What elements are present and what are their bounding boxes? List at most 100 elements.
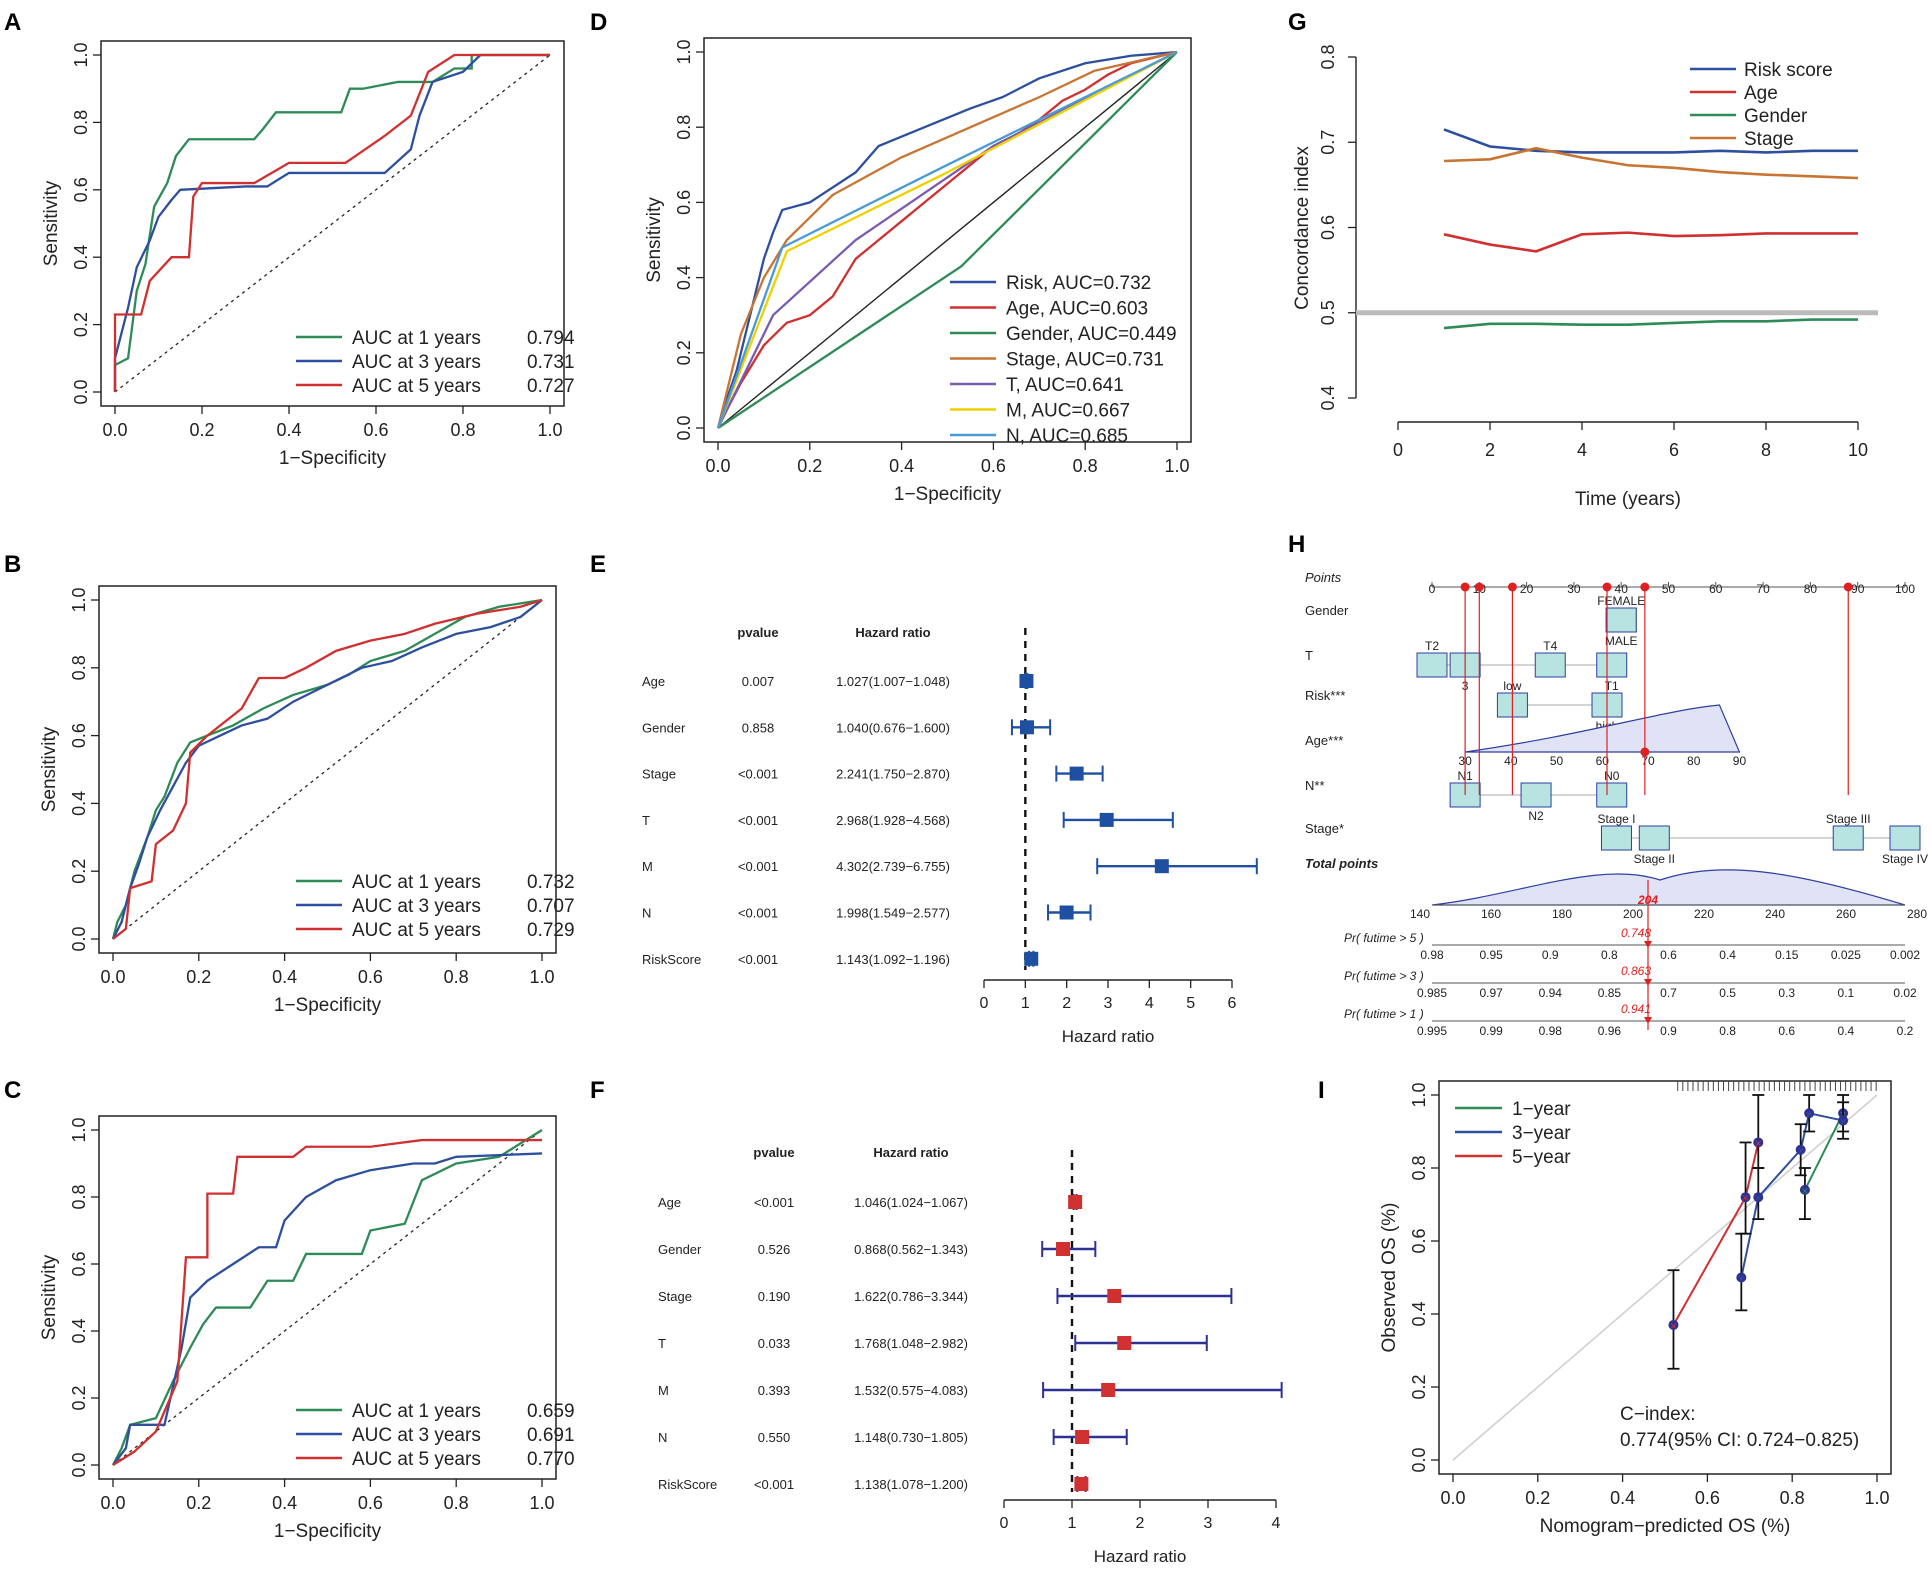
x-axis-title: Hazard ratio bbox=[1062, 1027, 1155, 1046]
level-label: Stage II bbox=[1634, 852, 1675, 866]
total-tick-label: 240 bbox=[1765, 907, 1785, 921]
y-axis-title: Observed OS (%) bbox=[1379, 1203, 1400, 1353]
plot-frame bbox=[98, 1115, 557, 1480]
probability-tick-label: 0.3 bbox=[1778, 986, 1795, 1000]
c-index-value: 0.774(95% CI: 0.724−0.825) bbox=[1620, 1430, 1859, 1451]
projection-point bbox=[1474, 582, 1484, 592]
points-tick-label: 100 bbox=[1895, 582, 1915, 596]
row-hazard-ratio-text: 4.302(2.739−6.755) bbox=[836, 859, 950, 874]
hazard-ratio-point bbox=[1099, 812, 1114, 827]
legend-label: AUC at 1 years bbox=[352, 328, 481, 349]
svg-text:D: D bbox=[590, 9, 607, 36]
hazard-ratio-point bbox=[1056, 1242, 1071, 1256]
x-axis-title: 1−Specificity bbox=[279, 448, 387, 469]
variable-label: Age*** bbox=[1305, 733, 1343, 748]
calibration-point bbox=[1740, 1192, 1751, 1203]
roc-panel-d: 0.0 0.2 0.4 0.6 0.8 1.0 0.0 0.2 0.4 0.6 0.8 1.0 1−Sp… bbox=[644, 37, 1192, 505]
calibration-curve bbox=[1804, 1112, 1844, 1191]
level-box bbox=[1638, 825, 1670, 851]
header-hazard-ratio: Hazard ratio bbox=[855, 625, 930, 640]
legend-label: AUC at 3 years bbox=[352, 352, 481, 373]
calibration-point bbox=[1668, 1319, 1679, 1330]
row-hazard-ratio-text: 1.998(1.549−2.577) bbox=[836, 906, 950, 921]
x-tick-label: 0.8 bbox=[444, 967, 469, 987]
row-hazard-ratio-text: 1.768(1.048−2.982) bbox=[854, 1336, 968, 1351]
legend-auc-value: 0.770 bbox=[527, 1449, 575, 1470]
header-pvalue: pvalue bbox=[753, 1145, 794, 1160]
panel-label-f: F bbox=[590, 1077, 605, 1104]
calibration-marker-x: × bbox=[1806, 1107, 1813, 1121]
age-scale-label: 40 bbox=[1504, 754, 1518, 768]
y-tick-label: 1.0 bbox=[69, 1117, 89, 1142]
points-tick-label: 20 bbox=[1520, 582, 1534, 596]
y-tick-label: 0.4 bbox=[71, 245, 91, 270]
hazard-ratio-point bbox=[1059, 905, 1074, 920]
svg-text:G: G bbox=[1288, 9, 1307, 36]
probability-tick-label: 0.02 bbox=[1893, 986, 1917, 1000]
y-tick-label: 0.0 bbox=[71, 379, 91, 404]
hazard-ratio-point bbox=[1107, 1289, 1122, 1303]
y-axis-title: Sensitivity bbox=[39, 726, 60, 812]
row-variable-name: T bbox=[642, 813, 650, 828]
x-tick-label: 0.6 bbox=[981, 456, 1006, 476]
row-pvalue: 0.007 bbox=[742, 674, 775, 689]
row-pvalue: <0.001 bbox=[738, 813, 778, 828]
probability-value: 0.941 bbox=[1621, 1002, 1651, 1016]
variable-label: T bbox=[1305, 648, 1313, 663]
roc-curve bbox=[716, 50, 1178, 429]
y-tick-label: 0.2 bbox=[1409, 1374, 1429, 1399]
probability-tick-label: 0.025 bbox=[1831, 948, 1861, 962]
row-pvalue: 0.033 bbox=[758, 1336, 791, 1351]
row-hazard-ratio-text: 1.027(1.007−1.048) bbox=[836, 674, 950, 689]
probability-tick-label: 0.8 bbox=[1601, 948, 1618, 962]
probability-tick-label: 0.99 bbox=[1479, 1024, 1503, 1038]
row-hazard-ratio-text: 1.046(1.024−1.067) bbox=[854, 1195, 968, 1210]
panel-label-a: A bbox=[4, 9, 21, 36]
probability-tick-label: 0.8 bbox=[1719, 1024, 1736, 1038]
probability-tick-label: 0.94 bbox=[1539, 986, 1563, 1000]
plot-frame bbox=[100, 40, 565, 407]
x-tick-label: 0.2 bbox=[797, 456, 822, 476]
points-label: Points bbox=[1305, 570, 1342, 585]
x-tick-label: 0.6 bbox=[1695, 1488, 1720, 1508]
x-tick-label: 0.0 bbox=[102, 420, 127, 440]
panel-label-h: H bbox=[1288, 531, 1305, 558]
calibration-point bbox=[1753, 1192, 1764, 1203]
level-box bbox=[1534, 652, 1566, 678]
legend-label: Gender, AUC=0.449 bbox=[1006, 324, 1177, 345]
x-tick-label: 1.0 bbox=[1864, 1488, 1889, 1508]
probability-tick-label: 0.97 bbox=[1479, 986, 1503, 1000]
x-tick-label: 0.8 bbox=[450, 420, 475, 440]
y-tick-label: 0.8 bbox=[71, 110, 91, 135]
hazard-ratio-point bbox=[1101, 1383, 1116, 1397]
x-tick-label: 0 bbox=[1393, 440, 1403, 460]
roc-curve bbox=[111, 598, 543, 940]
legend-auc-value: 0.732 bbox=[527, 872, 575, 893]
total-tick-label: 260 bbox=[1836, 907, 1856, 921]
x-tick-label: 0.2 bbox=[189, 420, 214, 440]
x-tick-label: 5 bbox=[1186, 995, 1195, 1012]
row-pvalue: <0.001 bbox=[738, 767, 778, 782]
probability-label: Pr( futime > 1 ) bbox=[1344, 1007, 1424, 1021]
header-hazard-ratio: Hazard ratio bbox=[873, 1145, 948, 1160]
row-variable-name: RiskScore bbox=[658, 1477, 717, 1492]
probability-value: 0.748 bbox=[1621, 926, 1651, 940]
legend-label: Risk, AUC=0.732 bbox=[1006, 273, 1151, 294]
level-box bbox=[1596, 782, 1628, 808]
y-tick-label: 0.2 bbox=[69, 859, 89, 884]
level-label: Stage I bbox=[1597, 812, 1635, 826]
probability-tick-label: 0.7 bbox=[1660, 986, 1677, 1000]
level-box bbox=[1832, 825, 1864, 851]
c-index-title: C−index: bbox=[1620, 1404, 1696, 1425]
x-axis-title: Time (years) bbox=[1575, 489, 1681, 510]
y-axis-title: Sensitivity bbox=[644, 197, 665, 283]
ideal-calibration-line bbox=[1452, 1094, 1878, 1461]
probability-tick-label: 0.2 bbox=[1897, 1024, 1914, 1038]
plot-frame bbox=[98, 585, 557, 954]
roc-panel-c: 0.0 0.2 0.4 0.6 0.8 1.0 0.0 0.2 0.4 0.6 0.8 1.0 1−Sp… bbox=[39, 1115, 575, 1542]
calibration-marker-x: × bbox=[1797, 1144, 1804, 1158]
y-axis-title: Sensitivity bbox=[41, 180, 62, 266]
row-variable-name: Age bbox=[642, 674, 665, 689]
legend-auc-value: 0.729 bbox=[527, 920, 575, 941]
x-tick-label: 4 bbox=[1145, 995, 1154, 1012]
